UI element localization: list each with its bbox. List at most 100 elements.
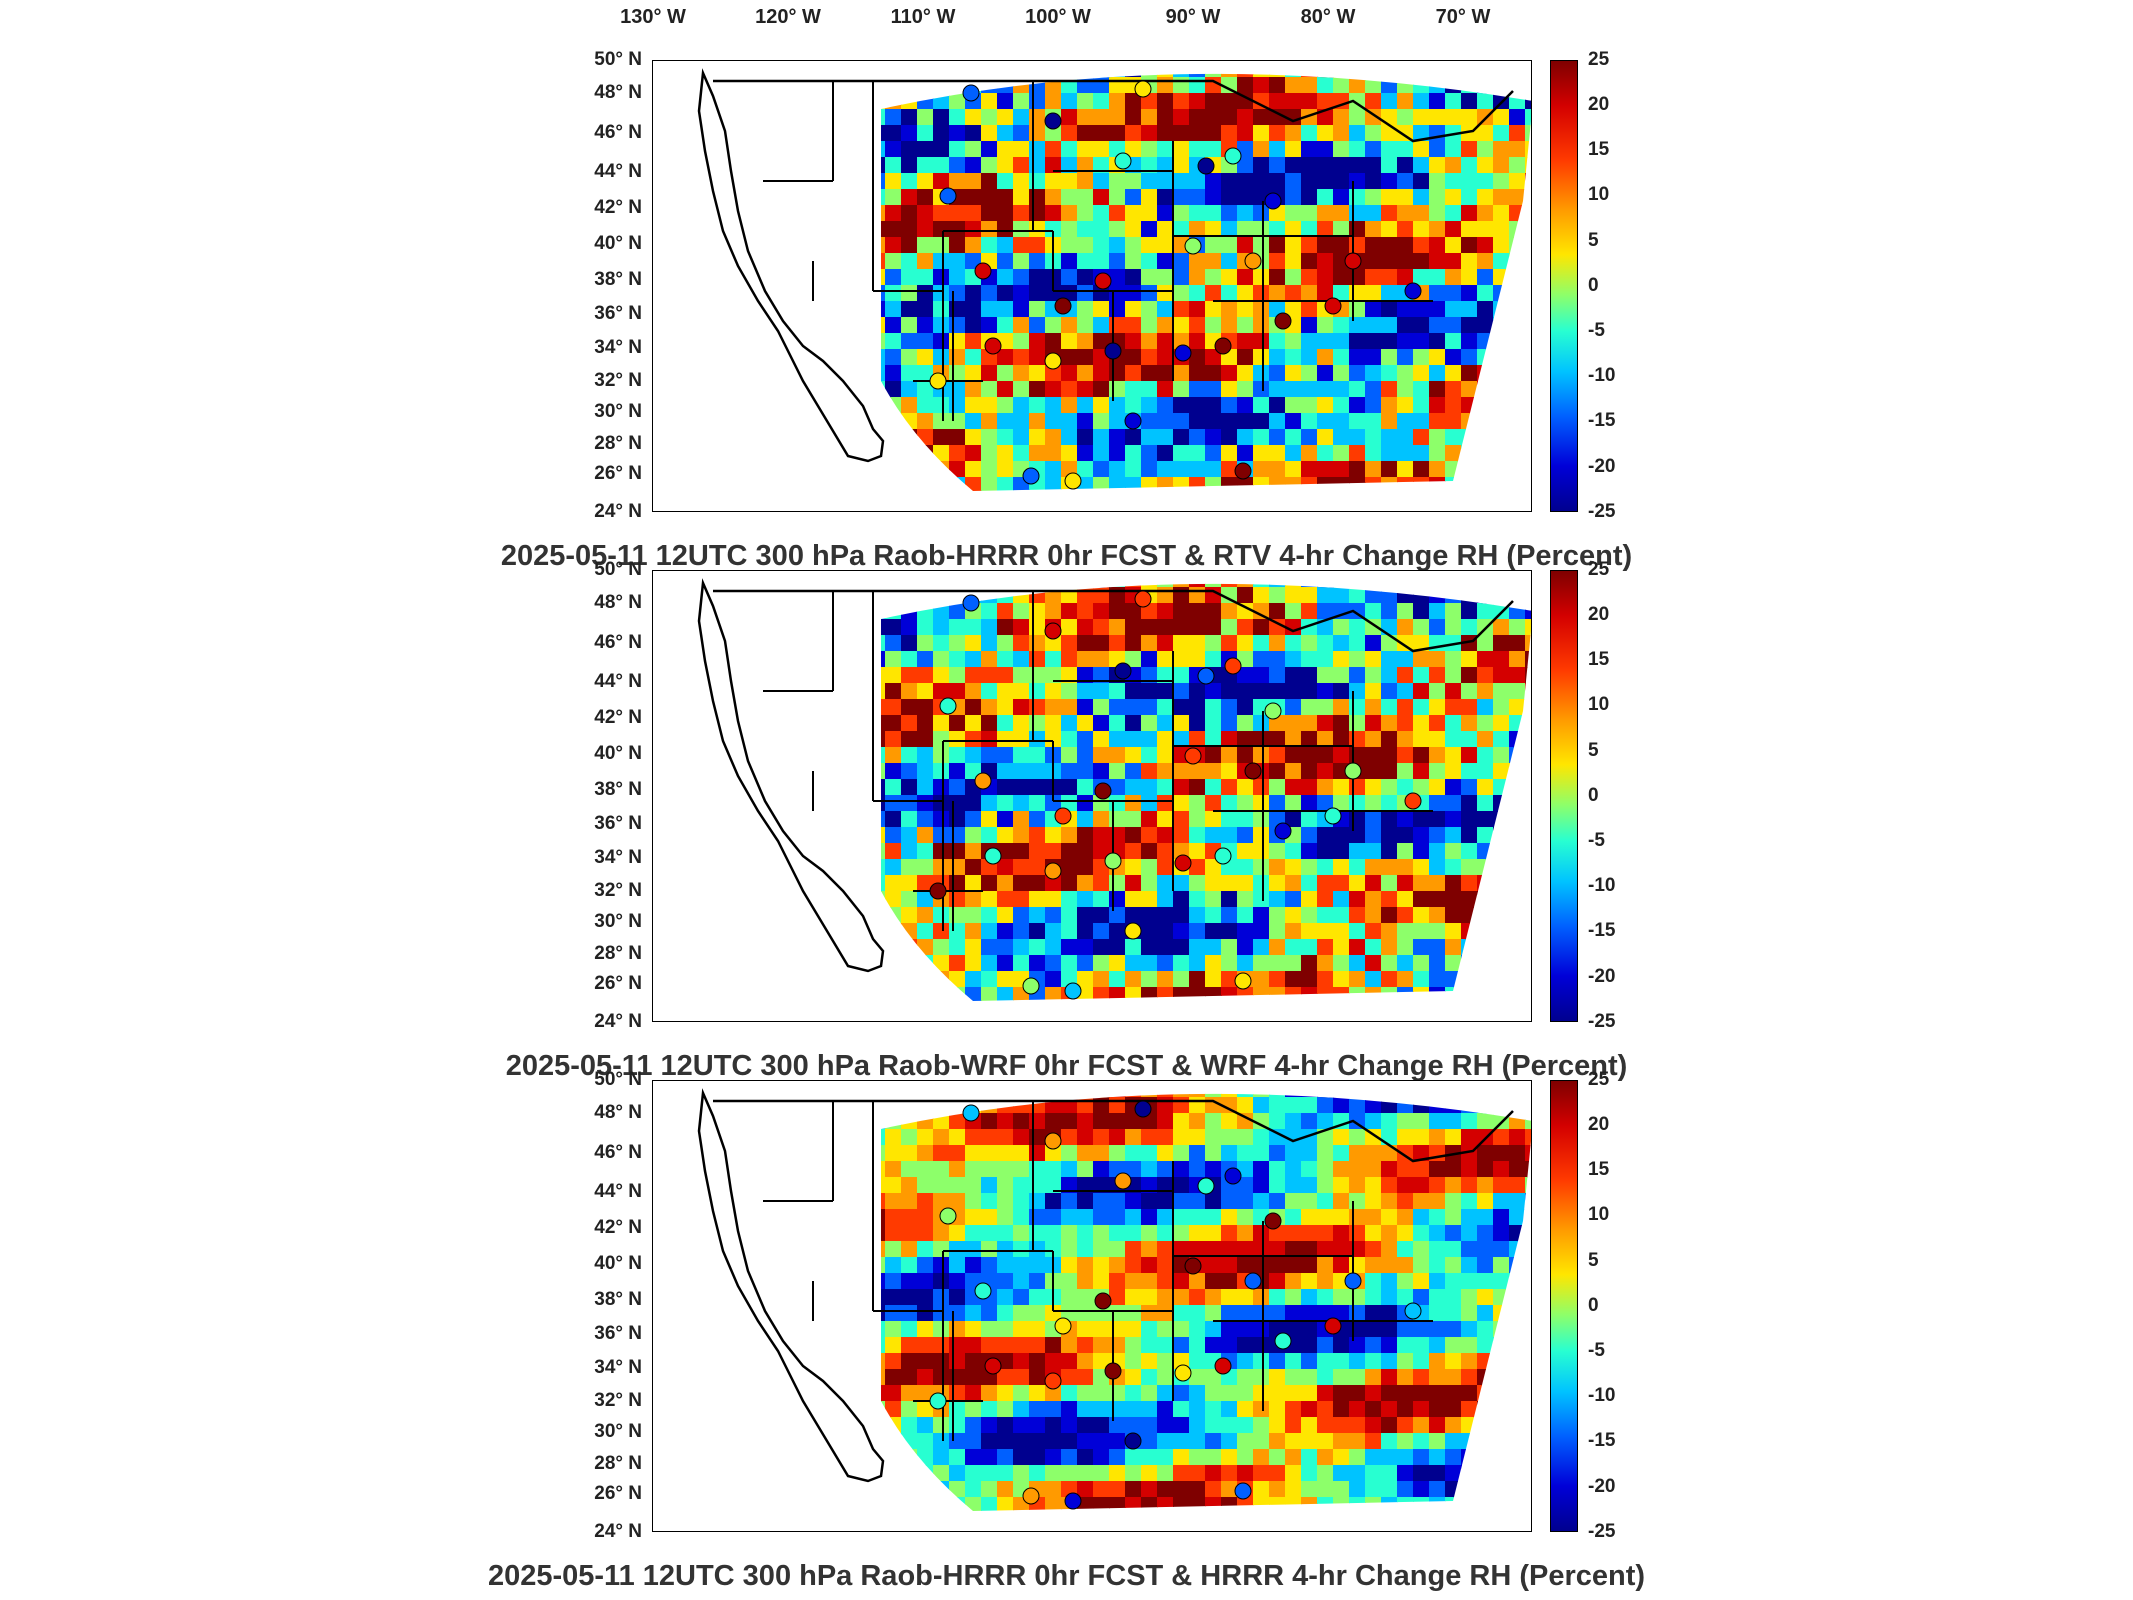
rh-cell [1029,635,1046,652]
rh-cell [1221,429,1238,446]
rh-cell [1093,635,1110,652]
panel-title: 2025-05-11 12UTC 300 hPa Raob-HRRR 0hr F… [500,540,1633,572]
rh-cell [1349,157,1366,174]
rh-cell [1349,1353,1366,1370]
rh-cell [885,1497,902,1511]
rh-cell [981,1417,998,1434]
rh-cell [1237,1417,1254,1434]
rh-cell [1077,1113,1094,1130]
rh-cell [917,843,934,860]
rh-cell [1381,365,1398,382]
rh-cell [1029,1305,1046,1322]
rh-cell [1493,1481,1510,1498]
rh-cell [1125,811,1142,828]
rh-cell [853,1449,870,1466]
rh-cell [885,365,902,382]
rh-cell [1461,157,1478,174]
rh-cell [1525,349,1531,366]
rh-cell [949,667,966,684]
rh-cell [1045,939,1062,956]
colorbar-tick-label: 10 [1588,1204,1610,1225]
rh-cell [1093,795,1110,812]
rh-cell [885,987,902,1001]
rh-cell [981,77,998,94]
rh-cell [1509,1113,1526,1130]
lat-label: 38° N [594,779,642,800]
rh-cell [917,157,934,174]
rh-cell [1141,875,1158,892]
rh-cell [1461,1273,1478,1290]
rh-cell [1013,1433,1030,1450]
rh-cell [1429,445,1446,462]
rh-cell [933,253,950,270]
rh-cell [1525,683,1531,700]
rh-cell [997,859,1014,876]
rh-cell [965,1209,982,1226]
rh-cell [1381,509,1398,512]
rh-cell [1237,1385,1254,1402]
rh-cell [1221,1241,1238,1258]
rh-cell [1525,923,1531,940]
rh-cell [1397,1129,1414,1146]
rh-cell [1445,747,1462,764]
rh-cell [1157,381,1174,398]
rh-cell [997,1273,1014,1290]
rh-cell [1077,683,1094,700]
rh-cell [1077,635,1094,652]
rh-cell [1493,429,1510,446]
rh-cell [1509,715,1526,732]
raob-station-marker [929,372,947,390]
rh-cell [997,1337,1014,1354]
raob-station-marker [1064,982,1082,1000]
rh-cell [933,603,950,620]
rh-cell [949,811,966,828]
rh-cell [1429,1113,1446,1130]
rh-cell [965,987,982,1001]
rh-cell [1061,189,1078,206]
rh-cell [1173,1225,1190,1242]
rh-cell [1077,73,1094,78]
rh-cell [1141,731,1158,748]
rh-cell [1109,509,1126,512]
rh-cell [1477,1019,1494,1022]
rh-cell [1237,445,1254,462]
rh-cell [949,73,966,78]
raob-station-marker [974,1282,992,1300]
rh-cell [1333,333,1350,350]
raob-station-marker [1244,762,1262,780]
rh-cell [1429,237,1446,254]
rh-cell [1061,1273,1078,1290]
rh-cell [1525,1337,1531,1354]
rh-cell [1381,587,1398,604]
rh-cell [1077,843,1094,860]
rh-cell [1093,365,1110,382]
rh-cell [1301,811,1318,828]
rh-cell [949,1449,966,1466]
rh-cell [1061,583,1078,588]
rh-cell [1253,891,1270,908]
rh-cell [1109,779,1126,796]
rh-cell [1221,365,1238,382]
rh-cell [853,1129,870,1146]
rh-cell [1509,987,1526,1001]
rh-cell [1221,1129,1238,1146]
rh-cell [1125,285,1142,302]
rh-cell [885,381,902,398]
rh-cell [1157,1305,1174,1322]
rh-cell [1061,955,1078,972]
rh-cell [933,157,950,174]
rh-cell [1077,1161,1094,1178]
rh-cell [1173,619,1190,636]
raob-station-marker [1044,112,1062,130]
rh-cell [1221,827,1238,844]
rh-cell [1477,1321,1494,1338]
rh-cell [1189,731,1206,748]
rh-cell [1509,1145,1526,1162]
rh-cell [997,1417,1014,1434]
rh-cell [1189,205,1206,222]
rh-cell [1077,509,1094,512]
rh-cell [1269,731,1286,748]
rh-cell [1141,583,1158,588]
rh-cell [1285,77,1302,94]
rh-cell [881,109,886,126]
